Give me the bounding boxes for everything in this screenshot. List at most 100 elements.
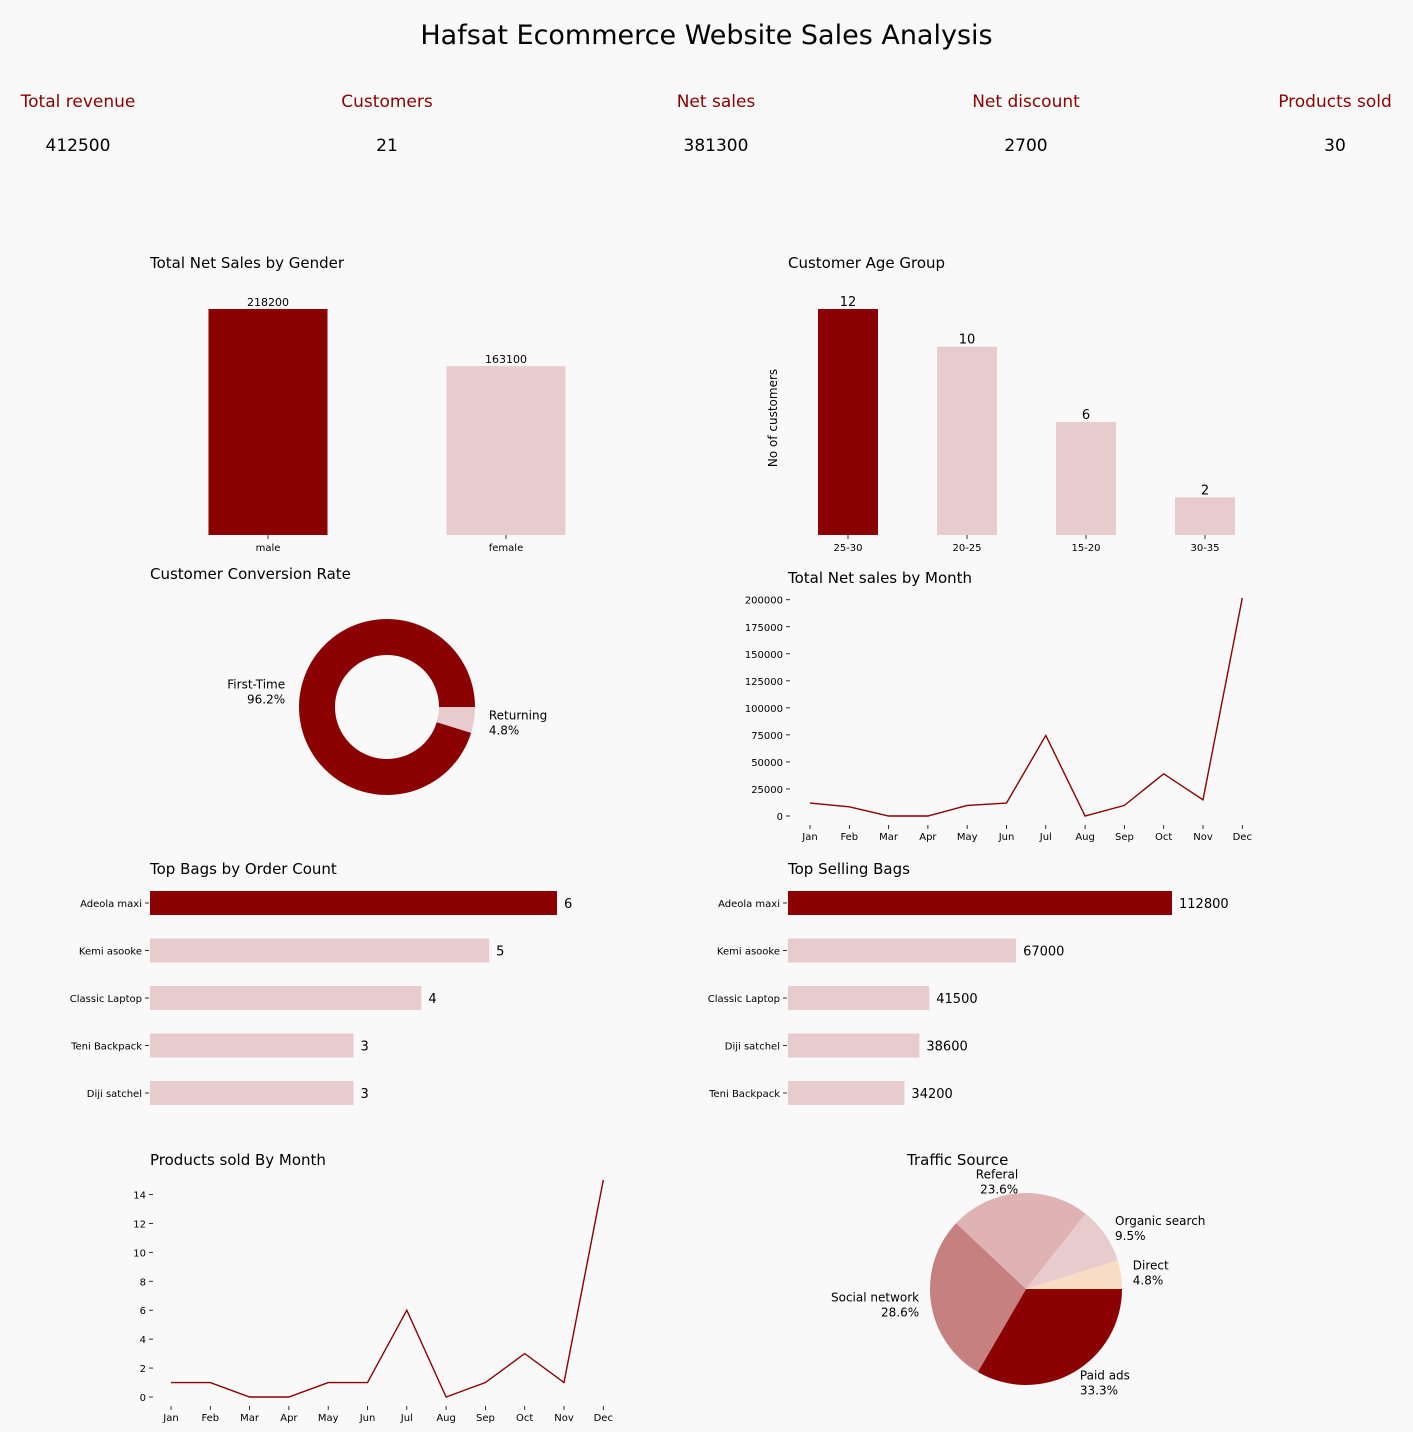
slice-label: Direct — [1133, 1259, 1169, 1273]
traffic-chart-title: Traffic Source — [907, 1151, 1009, 1169]
bar-data-label: 3 — [361, 1087, 369, 1102]
x-tick-label: Aug — [436, 1413, 456, 1424]
slice-label: Referal — [976, 1167, 1018, 1181]
bar — [788, 891, 1172, 915]
products-month-chart-title: Products sold By Month — [150, 1151, 326, 1169]
bar — [788, 1081, 905, 1105]
x-tick-label: Apr — [280, 1413, 298, 1424]
bar-data-label: 34200 — [911, 1087, 952, 1102]
x-tick-label: male — [256, 543, 281, 554]
bar-data-label: 41500 — [936, 992, 977, 1007]
x-tick-label: Dec — [1233, 832, 1252, 843]
x-tick-label: Aug — [1075, 832, 1095, 843]
slice-percent-label: 33.3% — [1080, 1384, 1118, 1398]
kpi-label: Net sales — [676, 92, 756, 112]
x-tick-label: Oct — [1155, 832, 1172, 843]
bar-data-label: 163100 — [485, 353, 527, 366]
bar — [446, 366, 566, 535]
kpi-label: Net discount — [972, 92, 1080, 112]
x-tick-label: May — [957, 832, 978, 843]
x-tick-label: Oct — [516, 1413, 533, 1424]
kpi-customers: Customers 21 — [287, 90, 487, 156]
bar — [208, 309, 328, 535]
kpi-net-sales: Net sales 381300 — [616, 90, 816, 156]
conversion-chart-title: Customer Conversion Rate — [150, 565, 351, 583]
x-tick-label: May — [318, 1413, 339, 1424]
x-tick-label: Jul — [1039, 832, 1052, 843]
slice-percent-label: 96.2% — [247, 693, 285, 707]
y-tick-label: Kemi asooke — [717, 947, 780, 958]
bar-data-label: 10 — [959, 333, 976, 348]
x-tick-label: Nov — [1193, 832, 1213, 843]
y-tick-label: 0 — [777, 812, 783, 823]
slice-percent-label: 4.8% — [1133, 1274, 1164, 1288]
bar-data-label: 67000 — [1023, 945, 1064, 960]
x-tick-label: Mar — [879, 832, 899, 843]
y-tick-label: Classic Laptop — [708, 994, 780, 1005]
x-tick-label: Jun — [359, 1413, 376, 1424]
kpi-products-sold: Products sold 30 — [1235, 90, 1413, 156]
slice-percent-label: 28.6% — [881, 1306, 919, 1320]
y-tick-label: 6 — [140, 1306, 146, 1317]
slice-label: First-Time — [227, 678, 285, 692]
pie-slice — [956, 1193, 1086, 1289]
bar — [1175, 497, 1235, 535]
y-tick-label: Adeola maxi — [80, 899, 142, 910]
netsales-month-chart-title: Total Net sales by Month — [788, 569, 973, 587]
x-tick-label: 20-25 — [952, 543, 981, 554]
gender-chart-title: Total Net Sales by Gender — [150, 254, 345, 272]
x-tick-label: Sep — [1115, 832, 1134, 843]
y-tick-label: Classic Laptop — [70, 994, 142, 1005]
dashboard-title: Hafsat Ecommerce Website Sales Analysis — [420, 20, 993, 51]
bar — [150, 891, 557, 915]
y-tick-label: 175000 — [745, 623, 783, 634]
slice-label: Returning — [489, 708, 547, 722]
slice-label: Social network — [831, 1291, 919, 1305]
x-tick-label: Jun — [998, 832, 1015, 843]
x-tick-label: Dec — [594, 1413, 613, 1424]
y-tick-label: 100000 — [745, 704, 783, 715]
y-axis-label: No of customers — [766, 369, 780, 467]
x-tick-label: Jul — [400, 1413, 413, 1424]
bar-data-label: 2 — [1201, 483, 1209, 498]
pie-slice — [436, 707, 475, 733]
x-tick-label: female — [489, 543, 523, 554]
pie-slice — [1026, 1260, 1122, 1289]
y-tick-label: Teni Backpack — [708, 1089, 780, 1100]
bar — [150, 986, 422, 1010]
kpi-value: 412500 — [45, 136, 111, 156]
slice-label: Paid ads — [1080, 1369, 1130, 1383]
x-tick-label: Jan — [162, 1413, 178, 1424]
kpi-total-revenue: Total revenue 412500 — [0, 90, 178, 156]
y-tick-label: 12 — [133, 1219, 146, 1230]
kpi-value: 21 — [376, 136, 398, 156]
pie-slice — [1026, 1213, 1118, 1289]
x-tick-label: Mar — [240, 1413, 260, 1424]
y-tick-label: 125000 — [745, 677, 783, 688]
bar — [818, 309, 878, 535]
y-tick-label: 10 — [133, 1248, 146, 1259]
bar — [788, 986, 930, 1010]
pie-slice — [930, 1223, 1026, 1373]
x-tick-label: 30-35 — [1190, 543, 1219, 554]
y-tick-label: Diji satchel — [725, 1042, 780, 1053]
kpi-value: 30 — [1324, 136, 1346, 156]
x-tick-label: Sep — [476, 1413, 495, 1424]
x-tick-label: 25-30 — [833, 543, 862, 554]
series-line — [171, 1179, 604, 1398]
x-tick-label: Feb — [201, 1413, 219, 1424]
x-tick-label: Apr — [919, 832, 937, 843]
kpi-label: Customers — [341, 92, 433, 112]
y-tick-label: 25000 — [751, 785, 783, 796]
bar-data-label: 3 — [361, 1040, 369, 1055]
pie-slice — [299, 619, 475, 795]
bar — [150, 1033, 354, 1058]
slice-label: Organic search — [1115, 1214, 1205, 1228]
bar-data-label: 38600 — [926, 1040, 967, 1055]
x-tick-label: 15-20 — [1071, 543, 1100, 554]
bar-data-label: 218200 — [247, 296, 289, 309]
y-tick-label: 14 — [133, 1190, 146, 1201]
bar — [1056, 422, 1116, 535]
y-tick-label: Adeola maxi — [718, 899, 780, 910]
